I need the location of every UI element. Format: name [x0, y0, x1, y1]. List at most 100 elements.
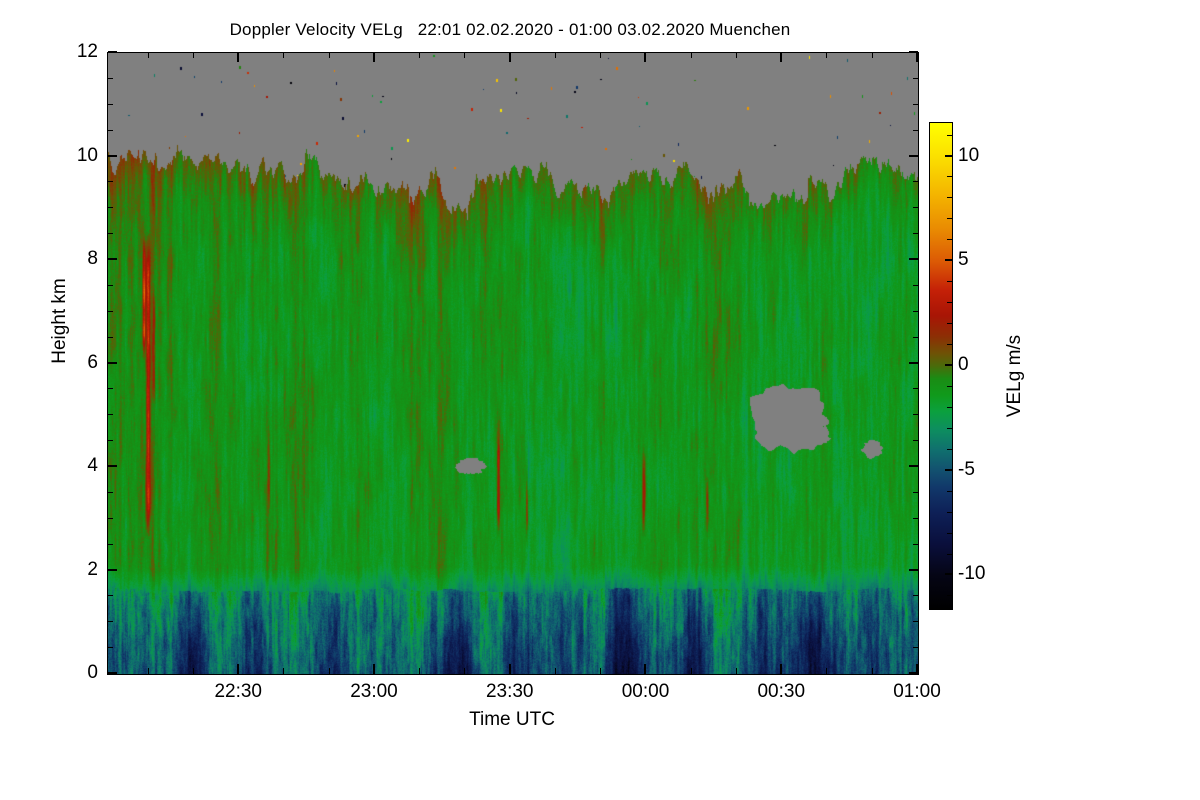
x-tick-label: 00:00	[621, 681, 670, 702]
x-tick-label: 01:00	[893, 681, 941, 702]
x-axis-label: Time UTC	[469, 709, 555, 730]
colorbar-tick-minor	[947, 553, 952, 555]
colorbar-tick-label: -10	[958, 563, 986, 585]
y-tick-major-right	[909, 51, 918, 53]
y-tick-minor-right	[913, 595, 918, 597]
y-tick-major-right	[909, 465, 918, 467]
y-tick-major-right	[909, 672, 918, 674]
y-tick-major-right	[909, 361, 918, 364]
x-tick-minor	[735, 668, 737, 674]
y-tick-minor-right	[913, 103, 918, 105]
x-tick-major-top	[508, 53, 511, 62]
y-tick-major-right	[909, 154, 918, 157]
y-tick-minor	[108, 310, 113, 312]
y-tick-minor-right	[913, 491, 918, 493]
x-tick-minor	[419, 668, 421, 674]
y-tick-minor	[108, 543, 113, 545]
y-tick-minor	[108, 207, 113, 209]
x-tick-major-top	[780, 53, 783, 62]
colorbar-tick	[945, 154, 952, 157]
y-tick-minor	[108, 77, 113, 79]
x-tick-minor-top	[328, 53, 330, 58]
x-tick-minor	[328, 668, 330, 674]
y-tick-minor	[108, 233, 113, 235]
x-tick-major	[237, 664, 240, 674]
y-tick-major-right	[909, 568, 918, 571]
y-tick-label: 10	[76, 144, 98, 166]
y-tick-major	[108, 51, 117, 53]
colorbar-tick-label: 0	[958, 354, 969, 375]
y-tick-minor-right	[913, 207, 918, 209]
y-tick-minor-right	[913, 310, 918, 312]
y-tick-minor-right	[913, 621, 918, 623]
y-tick-major	[108, 154, 117, 157]
x-tick-minor	[600, 668, 602, 674]
y-tick-major	[108, 672, 117, 674]
x-tick-minor-top	[464, 53, 466, 58]
x-tick-minor	[826, 668, 828, 674]
x-tick-minor-top	[283, 53, 285, 58]
x-tick-minor-top	[826, 53, 828, 58]
x-tick-minor-top	[554, 53, 556, 58]
y-tick-minor	[108, 284, 113, 286]
y-tick-minor	[108, 388, 113, 390]
x-tick-major	[644, 664, 647, 674]
y-tick-minor-right	[913, 543, 918, 545]
y-tick-label: 12	[76, 41, 98, 62]
x-tick-label: 23:30	[485, 681, 534, 702]
colorbar-tick-label: -5	[958, 458, 975, 480]
y-tick-label: 2	[87, 558, 98, 580]
x-tick-label: 22:30	[214, 681, 262, 702]
y-axis-label: Height km	[49, 278, 70, 364]
colorbar-tick	[945, 573, 952, 576]
colorbar-tick-minor	[947, 406, 952, 408]
y-tick-minor-right	[913, 388, 918, 390]
colorbar-tick-minor	[947, 323, 952, 325]
chart-title: Doppler Velocity VELg 22:01 02.02.2020 -…	[229, 20, 791, 39]
y-tick-minor-right	[913, 440, 918, 442]
x-tick-label: 23:00	[350, 681, 398, 702]
y-tick-major	[108, 361, 117, 364]
colorbar-tick-minor	[947, 511, 952, 513]
x-tick-minor-top	[600, 53, 602, 58]
y-tick-major-right	[909, 258, 918, 260]
x-tick-minor-top	[871, 53, 873, 58]
x-tick-minor-top	[735, 53, 737, 58]
y-tick-minor	[108, 621, 113, 623]
y-tick-minor-right	[913, 647, 918, 649]
colorbar-tick-minor	[947, 344, 952, 346]
colorbar-tick-minor	[947, 490, 952, 492]
colorbar	[929, 122, 953, 610]
y-tick-minor-right	[913, 77, 918, 79]
x-tick-minor	[554, 668, 556, 674]
y-tick-label: 4	[87, 455, 98, 476]
y-tick-minor-right	[913, 129, 918, 131]
x-tick-minor	[690, 668, 692, 674]
y-tick-minor	[108, 595, 113, 597]
x-tick-minor	[147, 668, 149, 674]
x-tick-minor	[464, 668, 466, 674]
colorbar-tick-minor	[947, 448, 952, 450]
plot-area	[107, 52, 919, 675]
x-tick-minor	[192, 668, 194, 674]
colorbar-tick-minor	[947, 239, 952, 241]
colorbar-tick-minor	[947, 218, 952, 220]
colorbar-tick-minor	[947, 385, 952, 387]
y-tick-minor	[108, 491, 113, 493]
colorbar-tick	[945, 364, 952, 366]
x-tick-minor	[283, 668, 285, 674]
x-tick-major	[372, 664, 375, 674]
colorbar-tick	[945, 259, 952, 262]
y-tick-major	[108, 258, 117, 260]
colorbar-tick-minor	[947, 134, 952, 136]
y-tick-minor-right	[913, 181, 918, 183]
x-tick-major-top	[916, 53, 918, 62]
x-tick-major-top	[644, 53, 647, 62]
y-tick-minor	[108, 517, 113, 519]
x-tick-minor-top	[419, 53, 421, 58]
y-tick-label: 0	[87, 662, 98, 683]
y-tick-minor	[108, 181, 113, 183]
x-tick-major-top	[372, 53, 375, 62]
colorbar-tick-minor	[947, 176, 952, 178]
